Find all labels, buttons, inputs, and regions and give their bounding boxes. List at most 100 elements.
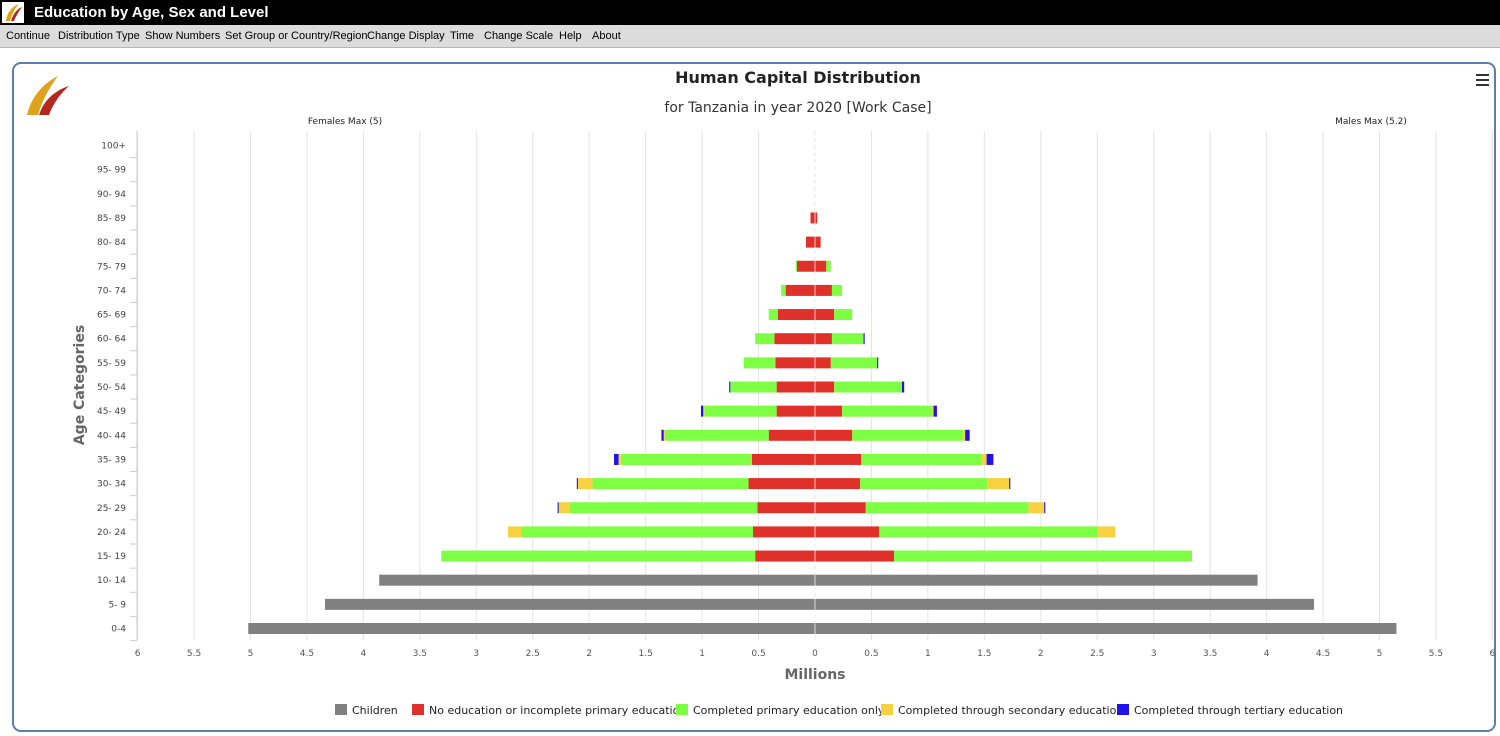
x-tick-label: 1 <box>925 649 931 659</box>
legend-item-secondary[interactable]: Completed through secondary education <box>881 704 1123 717</box>
bar-male <box>1028 502 1045 514</box>
bar-female <box>776 405 815 417</box>
y-tick-label: 100+ <box>101 142 126 152</box>
x-tick-label: 0 <box>812 649 818 659</box>
bar-female <box>570 502 758 514</box>
bar-male <box>863 333 865 345</box>
menu-distribution-type[interactable]: Distribution Type <box>58 30 140 42</box>
x-tick-label: 1.5 <box>638 649 652 659</box>
bar-female <box>441 550 756 562</box>
legend-swatch-no-education <box>412 704 424 715</box>
bar-female <box>748 478 815 490</box>
bar-female <box>325 598 815 610</box>
chart-logo-icon <box>27 76 69 115</box>
bars <box>248 131 1397 640</box>
bar-male <box>1044 502 1046 514</box>
x-tick-label: 4 <box>1264 649 1270 659</box>
x-tick-label: 6 <box>135 649 141 659</box>
bar-female <box>704 405 777 417</box>
x-tick-label: 6 <box>1490 649 1496 659</box>
legend-swatch-children <box>335 704 347 715</box>
legend: Children No education or incomplete prim… <box>335 704 1343 717</box>
legend-swatch-tertiary <box>1117 704 1129 715</box>
y-tick-label: 0-4 <box>111 625 126 635</box>
y-tick-label: 90- 94 <box>97 190 126 200</box>
bar-male <box>815 381 835 393</box>
bar-female <box>743 357 776 369</box>
legend-label-no-education: No education or incomplete primary educa… <box>429 704 686 717</box>
legend-item-no-education[interactable]: No education or incomplete primary educa… <box>412 704 686 717</box>
bar-male <box>815 309 835 321</box>
bar-male <box>901 381 905 393</box>
x-tick-label: 4.5 <box>300 649 314 659</box>
bar-male <box>815 623 1397 634</box>
menu-set-group-country-region[interactable]: Set Group or Country/Region <box>225 30 368 42</box>
menu-change-display[interactable]: Change Display <box>367 30 445 42</box>
females-max-label: Females Max (5) <box>308 117 382 127</box>
bar-female <box>664 429 769 441</box>
y-tick-label: 35- 39 <box>97 455 126 465</box>
y-axis-title: Age Categories <box>72 325 88 445</box>
bar-female <box>755 333 775 345</box>
hamburger-menu-icon[interactable] <box>1476 74 1489 86</box>
bar-male <box>815 357 831 369</box>
x-tick-label: 5.5 <box>1429 649 1443 659</box>
bar-male <box>962 429 966 441</box>
bar-female <box>730 381 777 393</box>
x-tick-label: 1.5 <box>977 649 991 659</box>
bar-female <box>795 260 797 272</box>
y-tick-label: 10- 14 <box>97 576 126 586</box>
legend-item-primary[interactable]: Completed primary education only <box>676 704 885 717</box>
iiasa-leaf-logo-icon <box>2 2 24 23</box>
y-tick-label: 5- 9 <box>108 600 126 610</box>
y-tick-label: 55- 59 <box>97 359 126 369</box>
bar-male <box>894 550 1193 562</box>
bar-female <box>703 405 705 417</box>
x-tick-label: 4.5 <box>1316 649 1330 659</box>
bar-male <box>933 405 937 417</box>
x-tick-label: 3.5 <box>1203 649 1217 659</box>
bar-male <box>932 405 934 417</box>
bar-female <box>618 453 621 465</box>
menu-show-numbers[interactable]: Show Numbers <box>145 30 221 42</box>
window-title: Education by Age, Sex and Level <box>34 4 269 21</box>
x-tick-label: 2 <box>586 649 592 659</box>
bar-male <box>815 526 880 538</box>
y-tick-label: 50- 54 <box>97 383 126 393</box>
bar-female <box>661 429 664 441</box>
menu-continue[interactable]: Continue <box>6 30 51 42</box>
menu-help[interactable]: Help <box>559 30 582 42</box>
bar-female <box>768 309 778 321</box>
legend-label-primary: Completed primary education only <box>693 704 885 717</box>
x-tick-label: 3.5 <box>413 649 427 659</box>
bar-male <box>815 236 821 248</box>
bar-female <box>379 574 815 586</box>
bar-male <box>987 478 1010 490</box>
y-tick-label: 85- 89 <box>97 214 126 224</box>
bar-male <box>879 526 1098 538</box>
bar-female <box>521 526 753 538</box>
menu-time[interactable]: Time <box>450 30 475 42</box>
bar-male <box>877 357 879 369</box>
y-tick-label: 95- 99 <box>97 166 126 176</box>
y-tick-label: 60- 64 <box>97 335 126 345</box>
bar-female <box>776 381 815 393</box>
bar-female <box>757 502 815 514</box>
legend-swatch-secondary <box>881 704 893 715</box>
x-tick-label: 3 <box>473 649 479 659</box>
bar-male <box>861 453 983 465</box>
menu-about[interactable]: About <box>592 30 621 42</box>
x-tick-label: 2.5 <box>1090 649 1104 659</box>
legend-item-children[interactable]: Children <box>335 704 398 717</box>
bar-female <box>777 309 815 321</box>
chart-title: Human Capital Distribution <box>675 68 921 87</box>
bar-male <box>815 429 853 441</box>
bar-male <box>815 478 861 490</box>
x-axis-title: Millions <box>784 667 845 683</box>
bar-female <box>614 453 619 465</box>
window-title-bar: Education by Age, Sex and Level <box>0 0 1500 25</box>
menu-change-scale[interactable]: Change Scale <box>484 30 554 42</box>
legend-item-tertiary[interactable]: Completed through tertiary education <box>1117 704 1343 717</box>
bar-male <box>831 284 843 296</box>
legend-label-tertiary: Completed through tertiary education <box>1134 704 1343 717</box>
